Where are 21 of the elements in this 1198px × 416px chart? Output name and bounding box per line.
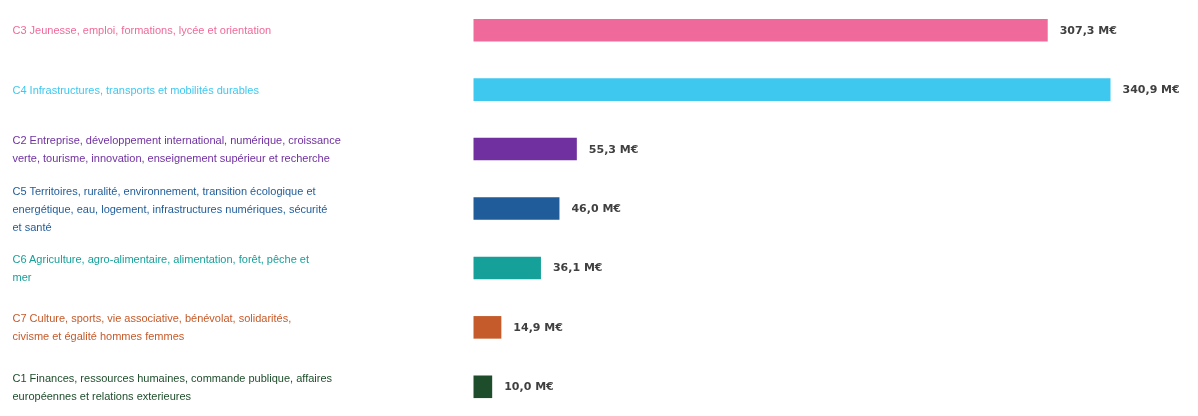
y-tick-label: C6 Agriculture, agro-alimentaire, alimentation, forêt, pêche et mer — [12, 252, 310, 283]
data-label: 55,3 M€ — [588, 142, 639, 156]
data-label: 340,9 M€ — [1122, 83, 1180, 97]
bar — [473, 78, 1111, 101]
y-tick-label: C4 Infrastructures, transports et mobilités durables — [12, 83, 260, 96]
bar — [473, 137, 577, 161]
y-tick-label: C2 Entreprise, développement international, numérique, croissance verte, tourisme, innovation, enseignement supérieur et recherche — [12, 134, 341, 165]
y-tick-label: C1 Finances, ressources humaines, commande publique, affaires européennes et relations exterieures — [12, 371, 333, 402]
bar — [473, 256, 541, 280]
bar — [473, 375, 493, 399]
data-label: 46,0 M€ — [571, 202, 622, 215]
y-tick-label: C3 Jeunesse, emploi, formations, lycée et orientation — [12, 24, 272, 37]
bar — [473, 18, 1048, 42]
data-label: 10,0 M€ — [504, 380, 554, 394]
bar — [473, 197, 560, 220]
data-label: 14,9 M€ — [513, 320, 563, 334]
data-label: 307,3 M€ — [1059, 23, 1117, 37]
bar — [473, 316, 502, 339]
y-tick-label: C7 Culture, sports, vie associative, bénévolat, solidarités, civisme et égalité hommes femmes — [12, 312, 292, 343]
data-label: 36,1 M€ — [552, 261, 603, 275]
y-tick-label: C5 Territoires, ruralité, environnement, transition écologique et energétique, eau, logement, infrastructures numériques, sécurité et santé — [12, 184, 328, 233]
